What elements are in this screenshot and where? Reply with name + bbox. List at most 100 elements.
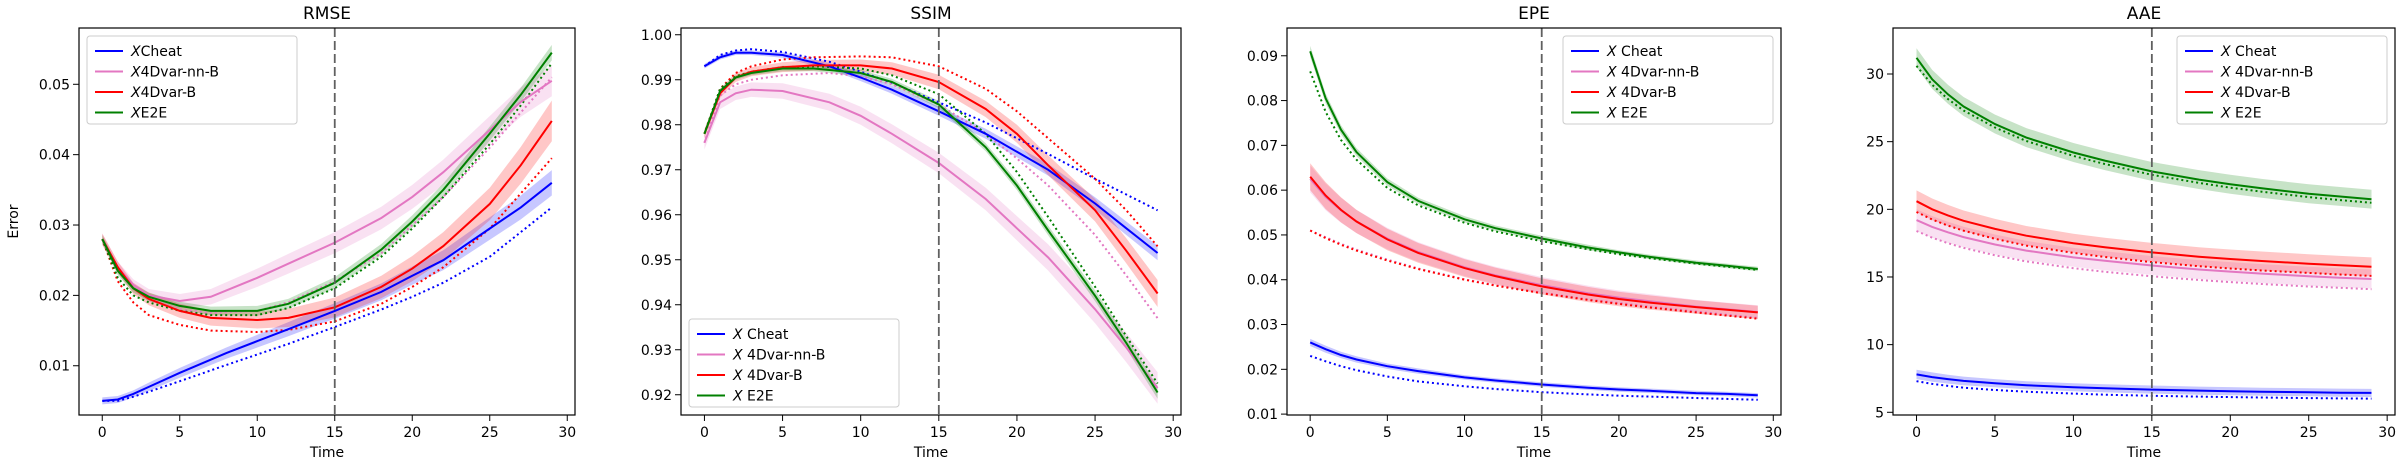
confidence-band-1 bbox=[1310, 165, 1758, 319]
dotted-line-3 bbox=[703, 65, 1159, 385]
y-tick-label: 0.97 bbox=[641, 163, 672, 179]
series-line-2 bbox=[1309, 176, 1758, 314]
dotted-line-3 bbox=[101, 62, 553, 317]
confidence-band-0 bbox=[1916, 369, 2372, 397]
y-tick-label: 0.03 bbox=[1247, 318, 1278, 334]
x-tick-label: 20 bbox=[2221, 425, 2239, 441]
chart-panel-rmse: 0 5 10 15 20 25 30 0.01 0.02 0.03 0.04 0.05 RMSE Time… bbox=[6, 4, 576, 461]
legend-label: X E2E bbox=[732, 389, 774, 405]
dotted-line-3 bbox=[1915, 65, 2372, 204]
legend-label: X Cheat bbox=[2220, 44, 2277, 60]
x-tick-label: 15 bbox=[1533, 425, 1551, 441]
x-tick-label: 25 bbox=[1687, 425, 1705, 441]
x-tick-label: 10 bbox=[1456, 425, 1474, 441]
x-axis-label: Time bbox=[913, 445, 948, 461]
chart-panel-aae: 0 5 10 15 20 25 30 5 10 15 20 25 30 AAE Time X Cheat X 4… bbox=[1866, 4, 2396, 461]
y-tick-label: 0.06 bbox=[1247, 183, 1278, 199]
confidence-band-1 bbox=[1916, 209, 2372, 289]
chart-title: AAE bbox=[2127, 4, 2161, 24]
x-tick-label: 20 bbox=[403, 425, 421, 441]
chart-title: EPE bbox=[1518, 4, 1550, 24]
y-tick-label: 25 bbox=[1866, 135, 1884, 151]
x-tick-label: 10 bbox=[852, 425, 870, 441]
y-tick-label: 0.08 bbox=[1247, 94, 1278, 110]
y-tick-label: 0.07 bbox=[1247, 138, 1278, 154]
plot-area bbox=[1915, 48, 2372, 400]
y-tick-label: 0.04 bbox=[39, 148, 70, 164]
x-tick-label: 0 bbox=[1912, 425, 1921, 441]
legend-label: X Cheat bbox=[732, 327, 789, 343]
series-line-0 bbox=[102, 182, 553, 402]
legend: X Cheat X 4Dvar-nn-B X 4Dvar-B X E2E bbox=[2176, 35, 2388, 125]
x-tick-label: 10 bbox=[2064, 425, 2082, 441]
y-tick-label: 0.02 bbox=[1247, 362, 1278, 378]
y-tick-label: 1.00 bbox=[641, 28, 672, 44]
chart-title: SSIM bbox=[910, 4, 951, 24]
legend: X Cheat X 4Dvar-nn-B X 4Dvar-B X E2E bbox=[1562, 35, 1774, 125]
series-line-3 bbox=[703, 67, 1159, 394]
x-tick-label: 15 bbox=[326, 425, 344, 441]
confidence-band-2 bbox=[102, 100, 552, 329]
series-line-3 bbox=[1309, 50, 1758, 270]
y-tick-label: 15 bbox=[1866, 270, 1884, 286]
x-tick-label: 25 bbox=[1086, 425, 1104, 441]
y-tick-label: 0.95 bbox=[641, 253, 672, 269]
x-axis-label: Time bbox=[2126, 445, 2161, 461]
axes-frame bbox=[1892, 27, 2396, 416]
x-tick-label: 0 bbox=[700, 425, 709, 441]
legend: XCheat X4Dvar-nn-B X4Dvar-B XE2E bbox=[86, 35, 298, 125]
y-tick-label: 0.93 bbox=[641, 343, 672, 359]
plot-area bbox=[703, 48, 1159, 404]
x-tick-label: 15 bbox=[2143, 425, 2161, 441]
dotted-line-2 bbox=[703, 55, 1159, 247]
y-tick-label: 0.01 bbox=[1247, 407, 1278, 423]
y-axis-label: Error bbox=[6, 204, 22, 238]
series-line-1 bbox=[101, 79, 553, 303]
y-tick-label: 0.09 bbox=[1247, 49, 1278, 65]
legend-label: XCheat bbox=[130, 44, 182, 60]
x-tick-label: 5 bbox=[1991, 425, 2000, 441]
confidence-band-2 bbox=[1916, 190, 2372, 277]
y-tick-label: 0.98 bbox=[641, 118, 672, 134]
y-tick-label: 30 bbox=[1866, 67, 1884, 83]
x-tick-label: 20 bbox=[1008, 425, 1026, 441]
legend-label: X4Dvar-nn-B bbox=[130, 65, 219, 81]
y-tick-label: 0.03 bbox=[39, 218, 70, 234]
y-tick-label: 0.05 bbox=[1247, 228, 1278, 244]
y-tick-label: 0.05 bbox=[39, 77, 70, 93]
legend-label: X 4Dvar-B bbox=[1606, 85, 1677, 101]
series-line-3 bbox=[101, 52, 553, 312]
legend-label: X 4Dvar-B bbox=[732, 368, 803, 384]
legend-label: X 4Dvar-nn-B bbox=[732, 348, 825, 364]
y-tick-label: 0.92 bbox=[641, 388, 672, 404]
series-line-2 bbox=[1916, 200, 2372, 268]
x-tick-label: 30 bbox=[2378, 425, 2396, 441]
x-tick-label: 25 bbox=[481, 425, 499, 441]
legend-label: XE2E bbox=[130, 106, 167, 122]
x-axis-label: Time bbox=[1516, 445, 1551, 461]
axes-frame bbox=[78, 27, 576, 416]
x-tick-label: 30 bbox=[558, 425, 576, 441]
y-tick-label: 0.01 bbox=[39, 359, 70, 375]
y-tick-label: 0.99 bbox=[641, 73, 672, 89]
series-line-0 bbox=[1309, 341, 1758, 397]
legend-label: X 4Dvar-nn-B bbox=[1606, 65, 1699, 81]
legend-label: X4Dvar-B bbox=[130, 85, 196, 101]
dotted-line-1 bbox=[703, 71, 1159, 319]
legend-box bbox=[86, 35, 298, 125]
plot-area bbox=[1309, 45, 1758, 401]
x-tick-label: 0 bbox=[1306, 425, 1315, 441]
chart-panel-ssim: 0 5 10 15 20 25 30 0.92 0.93 0.94 0.95 0.96 0.97 0.98… bbox=[641, 4, 1182, 461]
x-tick-label: 10 bbox=[248, 425, 266, 441]
x-tick-label: 5 bbox=[778, 425, 787, 441]
series-line-0 bbox=[1916, 373, 2372, 394]
series-line-0 bbox=[703, 51, 1159, 254]
y-tick-label: 0.02 bbox=[39, 288, 70, 304]
axes-frame bbox=[680, 27, 1182, 416]
x-tick-label: 5 bbox=[1383, 425, 1392, 441]
legend-label: X E2E bbox=[1606, 106, 1648, 122]
legend-box bbox=[1562, 35, 1774, 125]
chart-panel-epe: 0 5 10 15 20 25 30 0.01 0.02 0.03 0.04 0.05 0.06 0.07… bbox=[1247, 4, 1782, 461]
plot-area bbox=[101, 44, 553, 405]
legend-label: X 4Dvar-B bbox=[2220, 85, 2291, 101]
